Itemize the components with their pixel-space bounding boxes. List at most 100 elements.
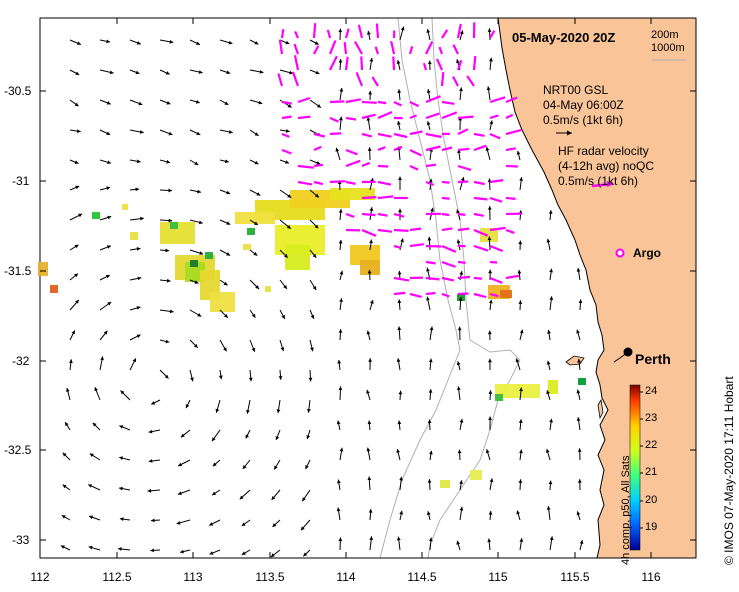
model-arrowhead (337, 359, 342, 364)
model-arrowhead (460, 177, 465, 181)
sst-patch (38, 262, 48, 276)
model-arrowhead (339, 116, 343, 121)
radar-arrow (409, 164, 419, 171)
radar-arrow (297, 115, 311, 120)
model-arrowhead (118, 547, 122, 551)
radar-arrow (297, 164, 314, 169)
model-arrowhead (224, 159, 229, 164)
model-arrowhead (339, 270, 344, 275)
radar-arrow (466, 75, 475, 87)
model-arrowhead (426, 29, 431, 33)
model-arrowhead (140, 216, 144, 221)
model-arrowhead (119, 486, 123, 491)
radar-arrow (345, 148, 358, 156)
radar-arrow (473, 180, 485, 186)
colorbar-tick: 23 (645, 412, 658, 424)
sst-patch (247, 228, 255, 235)
model-arrowhead (226, 221, 231, 225)
model-arrowhead (251, 313, 256, 318)
model-arrowhead (289, 70, 293, 75)
model-arrowhead (339, 298, 343, 302)
model-arrowhead (254, 132, 259, 136)
sst-patch (285, 245, 310, 270)
model-arrowhead (515, 358, 520, 363)
radar-arrow (377, 212, 388, 217)
radar-arrow (375, 23, 380, 39)
model-arrowhead (312, 253, 317, 258)
radar-arrow (297, 96, 311, 104)
radar-arrow (473, 132, 485, 137)
model-arrowhead (135, 70, 140, 75)
radar-arrow (457, 275, 471, 280)
model-arrowhead (255, 285, 259, 289)
model-arrowhead (119, 517, 124, 521)
radar-arrow (473, 212, 484, 217)
radar-arrow (409, 292, 422, 298)
model-arrowhead (429, 450, 433, 455)
model-arrowhead (285, 129, 290, 133)
colorbar-label: 4h comp, p50, All Sats (620, 455, 632, 565)
model-arrowhead (148, 429, 153, 434)
radar-arrow (505, 113, 514, 119)
model-arrowhead (75, 185, 80, 190)
model-arrowhead (338, 28, 343, 33)
model-arrowhead (576, 268, 581, 272)
argo-marker (615, 248, 625, 258)
model-arrowhead (429, 537, 433, 542)
radar-arrow (409, 101, 420, 108)
radar-arrow (457, 260, 466, 264)
model-arrowhead (366, 447, 371, 452)
model-arrowhead (169, 39, 174, 44)
radar-arrow (329, 55, 338, 71)
model-arrowhead (369, 239, 373, 244)
model-arrowhead (248, 377, 253, 382)
model-arrowhead (516, 510, 520, 515)
model-arrowhead (100, 356, 104, 361)
model-arrowhead (89, 453, 94, 458)
model-arrowhead (518, 479, 523, 483)
model-arrowhead (212, 462, 217, 467)
model-arrowhead (196, 41, 200, 45)
radar-arrow (345, 180, 356, 185)
model-arrowhead (426, 511, 431, 515)
model-arrowhead (368, 90, 373, 95)
model-arrowhead (109, 70, 114, 75)
model-arrowhead (74, 273, 78, 278)
radar-arrow (345, 212, 355, 218)
radar-arrow (313, 163, 324, 168)
model-arrowhead (485, 449, 490, 454)
x-tick-label: 113.5 (255, 570, 285, 584)
radar-arrow (425, 112, 440, 120)
model-arrowhead (151, 518, 155, 523)
radar-arrow (505, 164, 518, 168)
land-mass (497, 17, 697, 559)
model-arrowhead (212, 491, 216, 496)
model-arrowhead (369, 536, 374, 541)
model-arrowhead (253, 251, 258, 256)
model-arrowhead (317, 104, 321, 108)
model-arrowhead (147, 488, 152, 493)
model-arrowhead (546, 360, 551, 365)
model-arrowhead (456, 209, 460, 214)
model-arrowhead (486, 86, 491, 91)
model-arrowhead (224, 101, 229, 105)
radar-arrow (393, 101, 402, 107)
model-arrowhead (312, 286, 317, 290)
model-arrowhead (314, 41, 319, 45)
radar-arrow (329, 132, 342, 136)
radar-arrow (489, 244, 504, 253)
radar-arrow (329, 100, 345, 104)
model-arrowhead (148, 459, 153, 463)
model-arrowhead (287, 194, 292, 198)
sst-patch (495, 394, 503, 401)
model-arrowhead (338, 386, 343, 390)
model-arrowhead (314, 224, 319, 229)
radar-arrow (374, 46, 380, 55)
x-tick-label: 113 (183, 570, 203, 584)
model-arrowhead (194, 161, 199, 165)
radar-arrow (456, 23, 462, 39)
radar-arrow (473, 144, 487, 152)
model-arrowhead (209, 551, 214, 555)
model-arrowhead (74, 102, 79, 107)
radar-arrow (489, 196, 503, 203)
